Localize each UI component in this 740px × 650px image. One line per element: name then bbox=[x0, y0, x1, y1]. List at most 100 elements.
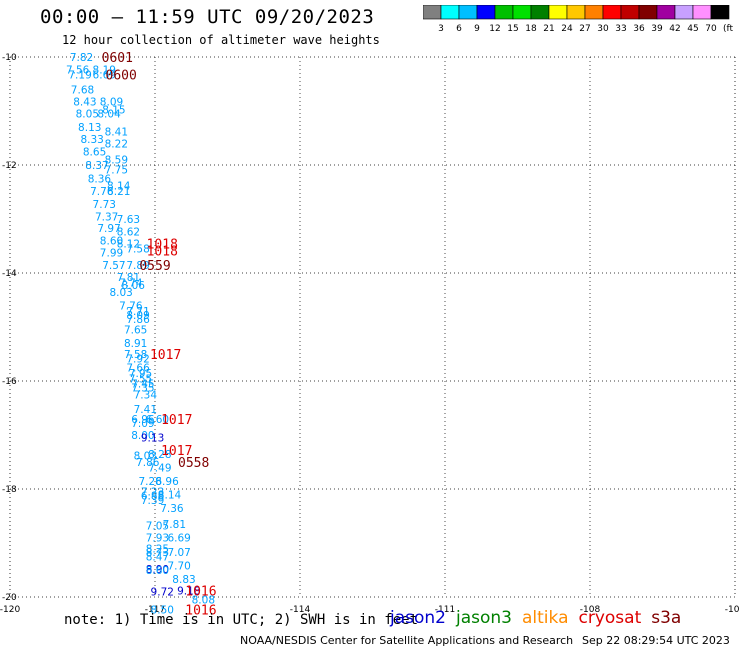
swh-value-label: 7.35 bbox=[131, 382, 154, 394]
satellite-jason3: jason3 bbox=[456, 608, 512, 628]
swh-value-label: 8.15 bbox=[102, 104, 125, 116]
swh-value-label: 8.05 bbox=[76, 109, 99, 121]
swh-value-label: 7.28 bbox=[138, 476, 161, 488]
swh-value-label: 8.04 bbox=[97, 109, 121, 121]
swh-value-label: 7.45 bbox=[131, 379, 154, 391]
swh-value-label: 7.55 bbox=[129, 373, 152, 385]
satellite-cryosat: cryosat bbox=[578, 608, 642, 628]
swh-value-label: 7.65 bbox=[124, 325, 147, 337]
satellite-jason2: jason2 bbox=[390, 608, 446, 628]
swh-value-label: 8.73 bbox=[146, 547, 169, 559]
footnote: note: 1) Time is in UTC; 2) SWH is in fe… bbox=[64, 612, 419, 628]
swh-value-label: 7.23 bbox=[141, 487, 164, 499]
satellite-s3a: s3a bbox=[651, 608, 682, 628]
swh-value-label: 8.21 bbox=[107, 186, 130, 198]
colorbar-label: 36 bbox=[633, 24, 645, 34]
swh-value-label: 7.76 bbox=[90, 186, 114, 198]
swh-value-label: 7.36 bbox=[160, 503, 184, 515]
swh-value-label: 6.88 bbox=[141, 490, 164, 502]
colorbar-label: 15 bbox=[507, 24, 518, 34]
swh-value-label: 7.82 bbox=[70, 52, 93, 64]
swh-value-label: 7.63 bbox=[117, 214, 140, 226]
swh-value-label: 7.05 bbox=[146, 521, 169, 533]
swh-value-label: 8.65 bbox=[83, 147, 106, 159]
swh-value-label: 7.89 bbox=[126, 260, 149, 272]
swh-value-label: 7.76 bbox=[119, 300, 143, 312]
swh-value-label: 7.99 bbox=[100, 247, 123, 259]
swh-value-label: 8.47 bbox=[146, 552, 169, 564]
swh-value-label: 8.90 bbox=[146, 564, 169, 576]
swh-value-label: 8.60 bbox=[100, 236, 123, 248]
swh-value-label: 7.58 bbox=[126, 244, 149, 256]
x-tick-label: -117 bbox=[145, 605, 165, 615]
swh-value-label: 7.81 bbox=[117, 272, 140, 284]
swh-value-label: 7.81 bbox=[163, 519, 186, 531]
generated-timestamp: Sep 22 08:29:54 UTC 2023 bbox=[582, 634, 730, 647]
swh-value-label: 7.74 bbox=[119, 278, 143, 290]
swh-value-label: 8.12 bbox=[117, 238, 140, 250]
swh-value-label: 8.28 bbox=[148, 449, 171, 461]
pass-time-label: 0558 bbox=[178, 456, 209, 471]
swh-value-label: 6.69 bbox=[167, 533, 190, 545]
y-tick-label: -10 bbox=[2, 53, 17, 63]
swh-value-label: 7.70 bbox=[167, 561, 190, 573]
swh-value-label: 7.19 bbox=[68, 69, 91, 81]
pass-time-label: 1017 bbox=[150, 348, 181, 363]
colorbar-label: 24 bbox=[561, 24, 573, 34]
swh-value-label: 8.13 bbox=[78, 122, 101, 134]
colorbar-swatch bbox=[710, 5, 730, 20]
swh-value-label: 7.49 bbox=[148, 462, 171, 474]
swh-value-label: 7.95 bbox=[129, 368, 152, 380]
x-tick-label: -105 bbox=[725, 605, 740, 615]
swh-value-label: 6.69 bbox=[93, 69, 116, 81]
swh-value-label: 6.96 bbox=[131, 414, 155, 426]
credit-line: NOAA/NESDIS Center for Satellite Applica… bbox=[240, 634, 574, 647]
swh-value-label: 7.66 bbox=[126, 363, 150, 375]
swh-value-label: 8.41 bbox=[105, 127, 128, 139]
colorbar-label: 70 bbox=[705, 24, 717, 34]
swh-value-label: 7.41 bbox=[134, 404, 157, 416]
colorbar-label: 30 bbox=[597, 24, 609, 34]
colorbar-label: 9 bbox=[474, 24, 480, 34]
x-tick-label: -114 bbox=[290, 605, 311, 615]
chart-title: 00:00 – 11:59 UTC 09/20/2023 bbox=[40, 6, 375, 28]
swh-value-label: 7.09 bbox=[131, 418, 154, 430]
satellite-altika: altika bbox=[522, 608, 569, 628]
swh-value-label: 8.19 bbox=[93, 64, 116, 76]
swh-value-label: 8.14 bbox=[107, 181, 131, 193]
pass-time-label: 0600 bbox=[106, 68, 137, 83]
swh-value-label: 8.14 bbox=[158, 489, 182, 501]
swh-value-label: 7.93 bbox=[146, 533, 169, 545]
swh-value-label: 7.86 bbox=[126, 314, 150, 326]
y-tick-label: -20 bbox=[2, 593, 17, 603]
swh-value-label: 7.86 bbox=[136, 457, 160, 469]
x-tick-label: -108 bbox=[580, 605, 601, 615]
colorbar-label: 21 bbox=[543, 24, 554, 34]
y-tick-label: -14 bbox=[2, 269, 17, 279]
swh-value-label: 7.92 bbox=[126, 353, 149, 365]
swh-value-label: 7.57 bbox=[102, 260, 125, 272]
swh-value-label: 7.37 bbox=[95, 211, 118, 223]
colorbar-label: 27 bbox=[579, 24, 590, 34]
swh-value-label: 7.39 bbox=[141, 495, 164, 507]
satellite-legend: jason2 jason3 altika cryosat s3a bbox=[390, 608, 691, 628]
swh-value-label: 8.06 bbox=[122, 280, 146, 292]
y-tick-label: -16 bbox=[2, 377, 17, 387]
colorbar-label: 39 bbox=[651, 24, 663, 34]
colorbar-label: 42 bbox=[669, 24, 680, 34]
swh-value-label: 7.73 bbox=[93, 199, 116, 211]
colorbar-label: 18 bbox=[525, 24, 537, 34]
pass-time-label: 1018 bbox=[147, 237, 178, 252]
swh-value-label: 8.09 bbox=[100, 96, 123, 108]
swh-value-label: 7.34 bbox=[134, 390, 158, 402]
colorbar-label: 3 bbox=[438, 24, 444, 34]
swh-value-label: 8.43 bbox=[73, 96, 96, 108]
y-tick-label: -12 bbox=[2, 161, 17, 171]
pass-time-label: 0559 bbox=[139, 259, 170, 274]
swh-value-label: 7.75 bbox=[105, 164, 128, 176]
swh-value-label: 8.08 bbox=[192, 595, 215, 607]
pass-time-label: 1017 bbox=[161, 413, 192, 428]
x-tick-label: -120 bbox=[0, 605, 20, 615]
pass-time-label: 1017 bbox=[161, 444, 192, 459]
